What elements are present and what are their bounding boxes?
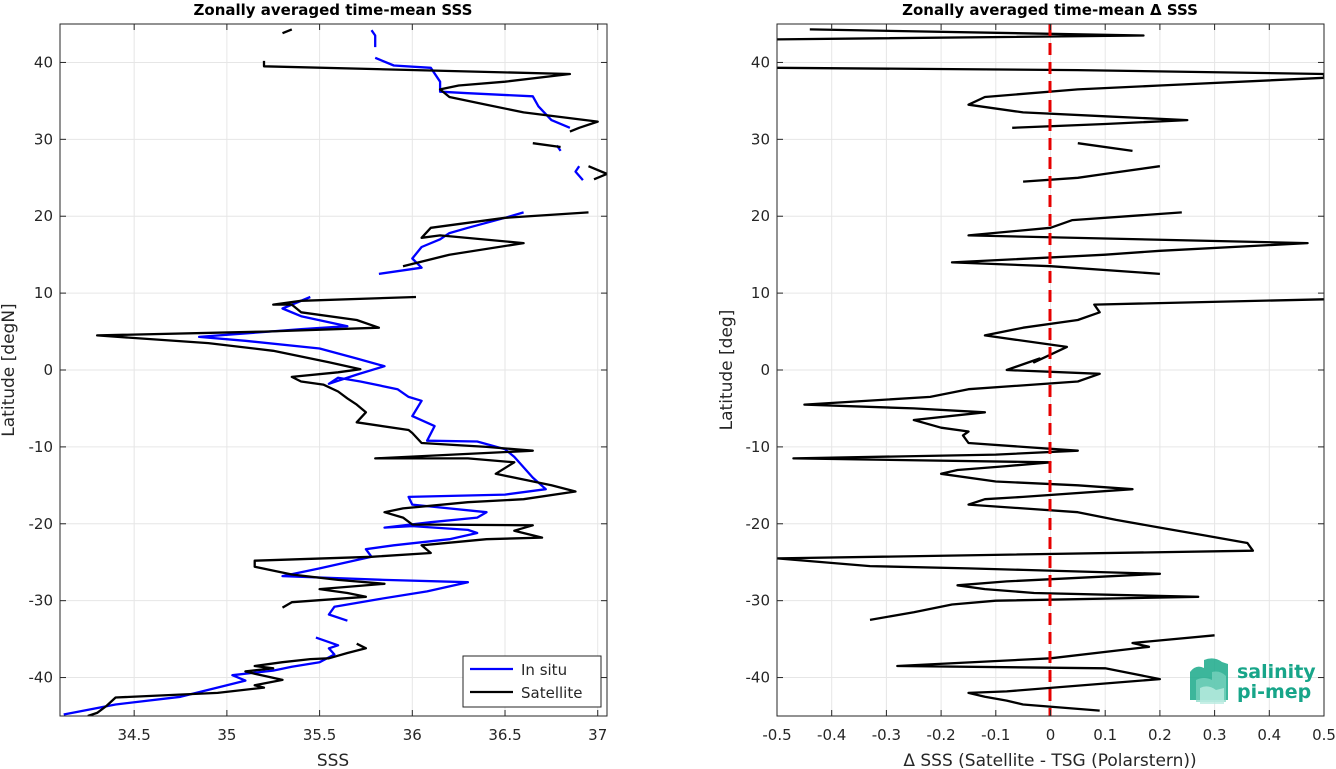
delta-sss-x-tick-label: -0.1 bbox=[981, 726, 1010, 744]
sss-y-tick-label: 10 bbox=[34, 284, 53, 302]
sss-y-tick-label: -40 bbox=[29, 669, 54, 687]
delta-sss-chart-title: Zonally averaged time-mean Δ SSS bbox=[902, 1, 1198, 19]
sss-legend: In situ Satellite bbox=[462, 655, 602, 708]
sss-panel: 34.5 35 35.5 36 36.5 37-40-30-20-10010203040 … bbox=[0, 1, 608, 769]
series-line-delta-sss bbox=[777, 28, 1145, 41]
legend-label-satellite: Satellite bbox=[521, 684, 582, 702]
delta-sss-y-tick-label: 0 bbox=[760, 361, 770, 379]
delta-sss-y-tick-label: -10 bbox=[746, 438, 771, 456]
delta-sss-x-tick-label: -0.5 bbox=[762, 726, 791, 744]
sss-y-tick-label: -20 bbox=[29, 515, 54, 533]
delta-sss-x-tick-label: -0.3 bbox=[872, 726, 901, 744]
sss-series bbox=[63, 28, 607, 716]
sss-y-tick-label: -30 bbox=[29, 592, 54, 610]
series-line-in-situ bbox=[63, 636, 340, 716]
delta-sss-x-tick-label: 0.3 bbox=[1203, 726, 1227, 744]
series-line-delta-sss bbox=[1077, 142, 1133, 153]
sss-x-tick-label: 34.5 bbox=[117, 726, 150, 744]
series-line-satellite bbox=[402, 211, 589, 268]
delta-sss-x-tick-label: -0.2 bbox=[926, 726, 955, 744]
sss-y-axis-label: Latitude [degN] bbox=[0, 303, 19, 436]
delta-sss-y-tick-label: -20 bbox=[746, 515, 771, 533]
sss-y-tick-label: 40 bbox=[34, 53, 53, 71]
delta-sss-y-tick-label: -30 bbox=[746, 592, 771, 610]
logo-text-salinity: salinity bbox=[1237, 661, 1316, 683]
series-line-satellite bbox=[95, 295, 577, 609]
series-line-in-situ bbox=[374, 56, 571, 129]
delta-sss-x-tick-label: 0.5 bbox=[1312, 726, 1336, 744]
delta-sss-x-tick-label: 0.4 bbox=[1257, 726, 1281, 744]
sss-x-tick-label: 35.5 bbox=[303, 726, 336, 744]
sss-ticks: 34.5 35 35.5 36 36.5 37 -40 -30 -20 -10 0 10 20 30 40 bbox=[29, 24, 607, 744]
delta-sss-y-tick-label: 20 bbox=[751, 207, 770, 225]
delta-sss-x-tick-label: -0.4 bbox=[817, 726, 846, 744]
series-line-satellite bbox=[532, 142, 561, 149]
delta-sss-panel: -0.5 -0.4 -0.3 -0.2 -0.1 0 0.1 0.2 0.3 0.4 0.5 -40 -… bbox=[717, 1, 1336, 769]
sss-y-tick-label: -10 bbox=[29, 438, 54, 456]
sss-x-tick-label: 36.5 bbox=[488, 726, 521, 744]
sss-y-tick-label: 20 bbox=[34, 207, 53, 225]
series-line-delta-sss bbox=[896, 634, 1215, 712]
sss-x-axis-label: SSS bbox=[317, 751, 349, 769]
series-line-satellite bbox=[262, 60, 599, 133]
delta-sss-y-tick-label: 30 bbox=[751, 130, 770, 148]
sss-grid bbox=[60, 24, 607, 716]
series-line-delta-sss bbox=[777, 298, 1324, 622]
delta-sss-y-tick-label: 10 bbox=[751, 284, 770, 302]
delta-sss-x-axis-label: Δ SSS (Satellite - TSG (Polarstern)) bbox=[903, 751, 1196, 769]
salinity-pi-mep-logo: salinity pi-mep bbox=[1190, 658, 1316, 704]
legend-label-in-situ: In situ bbox=[521, 661, 567, 679]
series-line-in-situ bbox=[370, 29, 377, 48]
delta-sss-y-tick-label: -40 bbox=[746, 669, 771, 687]
series-line-in-situ bbox=[378, 211, 524, 276]
sss-chart-title: Zonally averaged time-mean SSS bbox=[194, 1, 473, 19]
delta-sss-y-tick-label: 40 bbox=[751, 53, 770, 71]
sss-x-tick-label: 36 bbox=[403, 726, 422, 744]
logo-text-pi-mep: pi-mep bbox=[1237, 681, 1311, 703]
delta-sss-y-axis-label: Latitude [deg] bbox=[717, 310, 737, 431]
series-line-satellite bbox=[87, 642, 368, 716]
series-line-satellite bbox=[282, 28, 293, 35]
sss-x-tick-label: 37 bbox=[588, 726, 607, 744]
sss-y-tick-label: 30 bbox=[34, 130, 53, 148]
sss-y-tick-label: 0 bbox=[43, 361, 53, 379]
series-line-in-situ bbox=[574, 165, 584, 181]
logo-wave-light bbox=[1200, 686, 1224, 704]
series-line-delta-sss bbox=[777, 66, 1324, 129]
series-line-delta-sss bbox=[950, 211, 1309, 276]
delta-sss-ticks: -0.5 -0.4 -0.3 -0.2 -0.1 0 0.1 0.2 0.3 0.4 0.5 -40 -… bbox=[746, 24, 1336, 744]
delta-sss-x-tick-label: 0.1 bbox=[1093, 726, 1117, 744]
series-line-satellite bbox=[588, 165, 607, 181]
legend-box bbox=[462, 655, 602, 708]
delta-sss-x-tick-label: 0.2 bbox=[1148, 726, 1172, 744]
sss-x-tick-label: 35 bbox=[217, 726, 236, 744]
delta-sss-x-tick-label: 0 bbox=[1046, 726, 1056, 744]
